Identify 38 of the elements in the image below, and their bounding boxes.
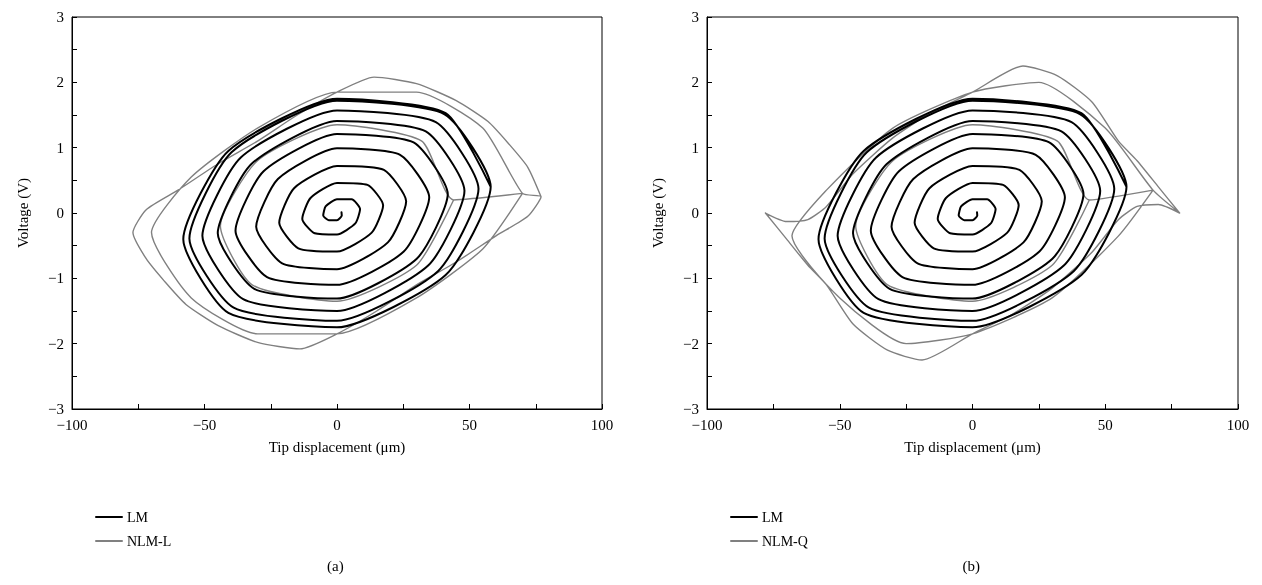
x-tick-label: 0 (968, 416, 977, 433)
x-tick-label: 50 (1097, 416, 1113, 433)
y-tick-label: 1 (56, 139, 64, 156)
x-axis-title: Tip displacement (μm) (268, 438, 406, 456)
x-tick-label: 50 (462, 416, 477, 433)
x-axis-title: Tip displacement (μm) (904, 438, 1041, 456)
x-tick-label: −50 (828, 416, 852, 433)
x-tick-label: 100 (1226, 416, 1250, 433)
text: (b) (962, 557, 980, 575)
line-series (817, 97, 1128, 329)
y-axis-title: Voltage (V) (14, 177, 32, 249)
y-tick-label: −1 (683, 270, 699, 287)
x-tick-label: 100 (590, 416, 614, 433)
legend-label: NLM-Q (762, 533, 808, 549)
y-tick-label: −2 (683, 335, 699, 352)
x-tick-label: −100 (691, 416, 723, 433)
x-tick-label: −50 (192, 416, 217, 433)
legend-label: LM (127, 509, 149, 525)
y-tick-label: 2 (691, 74, 699, 91)
line-series (182, 97, 492, 329)
y-tick-label: −2 (48, 335, 64, 352)
y-tick-label: −1 (48, 270, 64, 287)
line-series (132, 76, 542, 350)
y-tick-label: 1 (691, 139, 699, 156)
y-tick-label: −3 (683, 401, 699, 417)
y-tick-label: −3 (48, 401, 64, 417)
text: (a) (327, 557, 344, 575)
x-tick-label: 0 (333, 416, 341, 433)
y-tick-label: 2 (56, 74, 64, 91)
y-tick-label: 3 (691, 9, 699, 25)
y-axis-title: Voltage (V) (649, 177, 667, 249)
x-tick-label: −100 (56, 416, 88, 433)
y-tick-label: 0 (56, 205, 64, 221)
legend-label: NLM-L (127, 533, 172, 549)
legend-label: LM (762, 509, 784, 525)
y-tick-label: 3 (56, 9, 64, 25)
y-tick-label: 0 (691, 205, 699, 221)
line-series (764, 65, 1181, 361)
